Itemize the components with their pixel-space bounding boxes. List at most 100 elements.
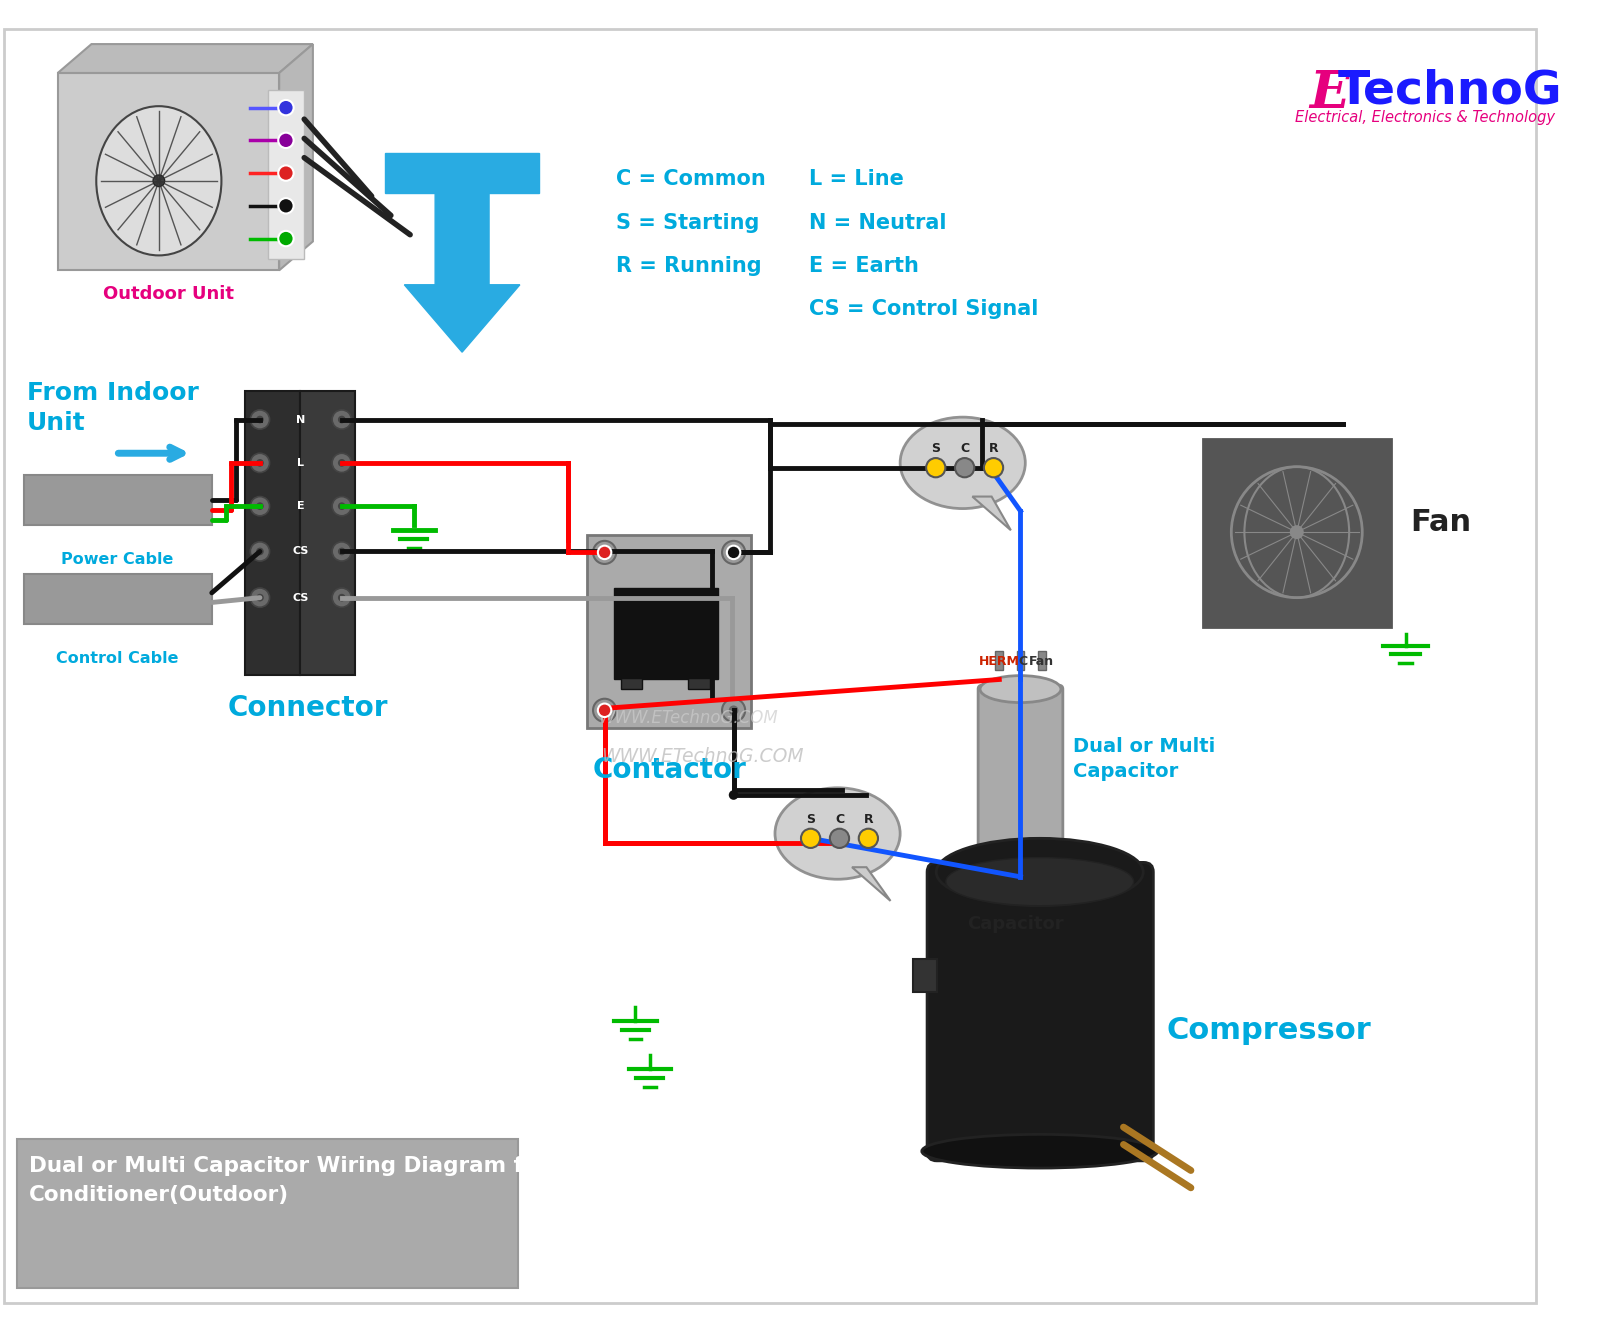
Text: Control Cable: Control Cable [56,650,179,666]
Polygon shape [386,153,539,193]
Circle shape [338,502,346,510]
Text: C: C [1019,655,1027,669]
Text: Outdoor Unit: Outdoor Unit [102,285,234,302]
Circle shape [984,458,1003,477]
Polygon shape [405,193,520,352]
Circle shape [830,829,850,848]
Bar [1016,650,1024,670]
Ellipse shape [774,787,901,879]
Text: C: C [835,813,845,826]
Text: E = Earth: E = Earth [808,256,918,276]
Circle shape [256,547,264,555]
Circle shape [250,587,269,607]
Ellipse shape [981,675,1061,702]
Polygon shape [853,867,891,900]
Circle shape [955,458,974,477]
Circle shape [333,410,352,429]
Text: N = Neutral: N = Neutral [808,213,946,233]
Circle shape [1290,525,1304,539]
Text: Dual or Multi Capacitor Wiring Diagram for Air
Conditioner(Outdoor): Dual or Multi Capacitor Wiring Diagram f… [29,1156,590,1205]
Circle shape [728,790,739,799]
Text: Contactor: Contactor [592,757,746,785]
Circle shape [600,706,610,715]
Circle shape [333,542,352,561]
Circle shape [728,706,739,715]
Text: R: R [989,442,998,456]
Text: CS = Control Signal: CS = Control Signal [808,300,1038,320]
Circle shape [250,497,269,515]
Circle shape [594,699,616,722]
Circle shape [333,497,352,515]
FancyBboxPatch shape [24,476,211,525]
FancyBboxPatch shape [926,862,1154,1160]
Ellipse shape [946,858,1134,906]
FancyBboxPatch shape [301,390,355,675]
Polygon shape [973,497,1011,530]
Circle shape [859,829,878,848]
Circle shape [598,703,611,717]
FancyBboxPatch shape [1203,438,1390,626]
Text: N: N [296,414,306,425]
Text: WWW.ETechnoG.COM: WWW.ETechnoG.COM [598,709,778,727]
Text: E: E [296,501,304,511]
Circle shape [600,547,610,557]
Circle shape [250,453,269,473]
Text: TechnoG: TechnoG [1338,68,1563,113]
Text: WWW.ETechnoG.COM: WWW.ETechnoG.COM [602,747,805,766]
Circle shape [802,829,821,848]
Circle shape [333,587,352,607]
FancyBboxPatch shape [978,685,1062,886]
Circle shape [598,546,611,559]
Text: CS: CS [293,593,309,602]
Text: E: E [1309,68,1349,119]
Circle shape [278,230,294,246]
Bar [688,678,709,689]
Ellipse shape [96,107,221,256]
Text: Fan: Fan [1029,655,1054,669]
Circle shape [256,502,264,510]
Circle shape [594,541,616,563]
Text: CS: CS [293,546,309,557]
FancyBboxPatch shape [587,535,750,727]
Text: C: C [960,442,970,456]
Circle shape [256,594,264,602]
Text: Dual or Multi
Capacitor: Dual or Multi Capacitor [1074,737,1216,782]
Text: S: S [806,813,814,826]
Text: From Indoor
Unit: From Indoor Unit [27,381,198,434]
Circle shape [278,198,294,213]
Text: L = Line: L = Line [808,169,904,189]
Bar [912,959,936,992]
FancyBboxPatch shape [245,390,301,675]
Circle shape [250,410,269,429]
Circle shape [338,594,346,602]
Circle shape [250,542,269,561]
Text: S: S [931,442,941,456]
Bar [995,650,1003,670]
Circle shape [256,416,264,424]
Circle shape [926,458,946,477]
FancyBboxPatch shape [24,574,211,623]
Bar [621,678,642,689]
Text: L: L [298,458,304,468]
Text: Connector: Connector [227,694,389,722]
Bar [614,587,718,679]
Polygon shape [278,44,314,270]
Text: HERM: HERM [979,655,1019,669]
Circle shape [338,547,346,555]
Circle shape [154,174,165,186]
Circle shape [728,547,739,557]
Circle shape [333,453,352,473]
Bar [1038,650,1045,670]
Circle shape [278,133,294,148]
Ellipse shape [922,1135,1158,1168]
Circle shape [722,699,746,722]
FancyBboxPatch shape [267,91,304,258]
Ellipse shape [901,417,1026,509]
Text: Fan: Fan [1410,507,1472,537]
FancyArrowPatch shape [118,448,182,460]
Circle shape [1232,466,1362,598]
Text: Compressor: Compressor [1166,1016,1371,1046]
Circle shape [338,460,346,466]
Ellipse shape [936,838,1144,906]
Text: R: R [864,813,874,826]
